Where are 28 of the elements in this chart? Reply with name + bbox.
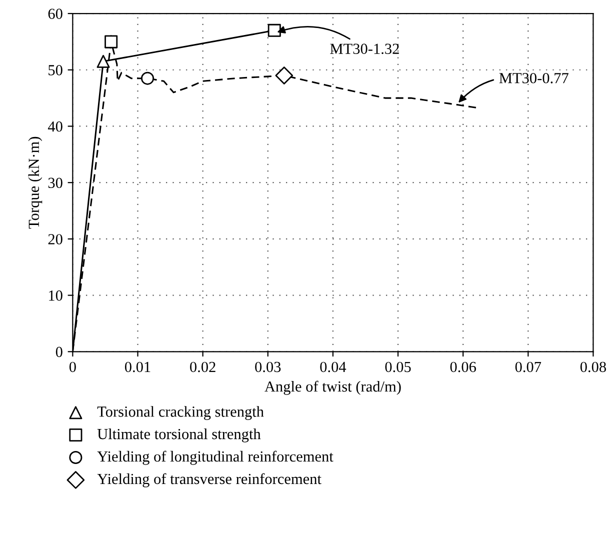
x-tick-label: 0.01	[124, 362, 150, 372]
annotation: MT30-0.77	[499, 72, 568, 84]
point	[275, 66, 294, 84]
x-tick-label: 0.06	[450, 362, 476, 372]
x-tick-label: 0.04	[320, 362, 346, 372]
x-tick-label: 0.03	[255, 362, 281, 372]
x-tick-label: 0.08	[580, 362, 606, 372]
x-tick-label: 0.02	[190, 362, 216, 372]
y-tick-label: 20	[48, 234, 62, 244]
x-tick-label: 0	[69, 362, 76, 372]
legend-label: Torsional cracking strength	[97, 406, 264, 420]
point	[141, 72, 154, 85]
y-axis-title: Torque (kN·m)	[28, 136, 42, 229]
y-tick-label: 60	[48, 8, 62, 19]
x-tick-label: 0.05	[385, 362, 411, 372]
y-tick-label: 50	[48, 65, 62, 76]
y-tick-label: 0	[56, 346, 62, 358]
y-tick-label: 40	[48, 121, 62, 132]
x-tick-label: 0.07	[515, 362, 542, 372]
annotation: MT30-1.32	[330, 44, 399, 54]
y-tick-label: 30	[48, 178, 62, 188]
legend-label: Ultimate torsional strength	[97, 428, 261, 442]
point	[96, 54, 110, 68]
y-tick-label: 10	[49, 290, 62, 301]
legend-label: Yielding of transverse reinforcement	[97, 473, 322, 488]
point	[268, 24, 281, 37]
x-axis-title: Angle of twist (rad/m)	[264, 380, 401, 395]
legend-label: Yielding of longitudinal reinforcement	[97, 450, 334, 465]
